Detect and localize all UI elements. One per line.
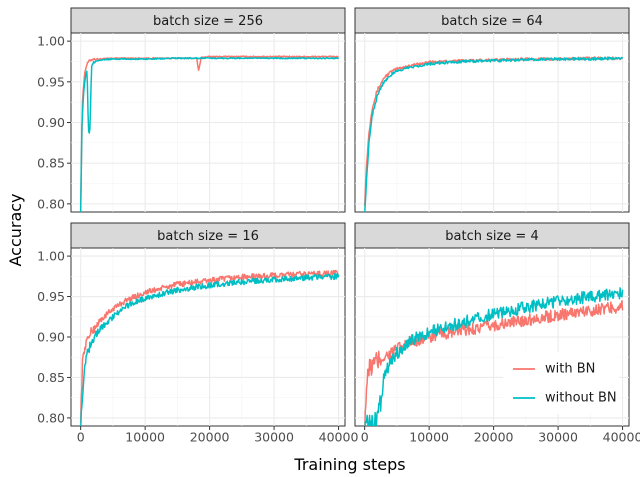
series-group <box>79 269 340 426</box>
y-tick-label: 0.80 <box>37 196 65 211</box>
panel-strip <box>70 222 346 249</box>
y-tick-label: 0.95 <box>37 289 65 304</box>
series-group <box>364 287 624 426</box>
x-tick-label: 20000 <box>190 430 230 445</box>
y-axis: 0.80 0.85 0.90 0.95 1.00 <box>37 34 71 211</box>
panel-2: batch size = 64 <box>354 7 630 213</box>
y-tick-label: 0.80 <box>37 410 65 425</box>
panel-title: batch size = 256 <box>153 14 263 29</box>
x-tick-label: 30000 <box>254 430 294 445</box>
panel-title: batch size = 4 <box>445 229 538 244</box>
x-tick-label: 20000 <box>474 430 514 445</box>
series-line-without-bn <box>364 56 624 212</box>
panel-title: batch size = 16 <box>157 229 259 244</box>
major-grid <box>71 33 345 212</box>
legend-label-without-bn: without BN <box>545 391 617 406</box>
panel-title: batch size = 64 <box>441 14 543 29</box>
series-line-with-bn <box>79 55 339 205</box>
legend-label-with-bn: with BN <box>545 362 595 377</box>
y-tick-label: 0.90 <box>37 330 65 345</box>
series-line-without-bn <box>364 287 624 426</box>
panel-3: batch size = 16 0.80 0.85 0.90 0.95 1.00 0 1000… <box>37 222 359 445</box>
series-line-without-bn <box>80 272 340 426</box>
panel-strip <box>354 7 630 34</box>
series-line-with-bn <box>79 269 340 423</box>
x-axis: 0 10000 20000 30000 40000 <box>77 426 359 445</box>
x-tick-label: 10000 <box>125 430 165 445</box>
panel-1: batch size = 256 0.80 0.85 0.90 0.95 1.00 <box>37 7 346 213</box>
x-tick-label: 30000 <box>538 430 578 445</box>
panel-strip <box>70 7 346 34</box>
x-tick-label: 40000 <box>603 430 640 445</box>
x-axis-title: Training steps <box>293 455 405 474</box>
y-tick-label: 0.95 <box>37 74 65 89</box>
x-tick-label: 0 <box>361 430 369 445</box>
legend-box <box>503 352 619 414</box>
x-tick-label: 0 <box>77 430 85 445</box>
x-tick-label: 40000 <box>319 430 359 445</box>
y-tick-label: 0.85 <box>37 156 65 171</box>
x-tick-label: 10000 <box>409 430 449 445</box>
y-tick-label: 0.85 <box>37 370 65 385</box>
y-tick-label: 1.00 <box>37 34 65 49</box>
y-axis: 0.80 0.85 0.90 0.95 1.00 <box>37 249 71 425</box>
series-group <box>363 56 624 212</box>
y-tick-label: 1.00 <box>37 249 65 264</box>
series-group <box>79 55 340 212</box>
legend: with BN without BN <box>503 352 619 414</box>
x-axis: 0 10000 20000 30000 40000 <box>361 426 640 445</box>
y-axis-title: Accuracy <box>6 193 25 266</box>
minor-grid <box>355 33 629 212</box>
series-line-without-bn <box>79 56 340 212</box>
y-tick-label: 0.90 <box>37 115 65 130</box>
